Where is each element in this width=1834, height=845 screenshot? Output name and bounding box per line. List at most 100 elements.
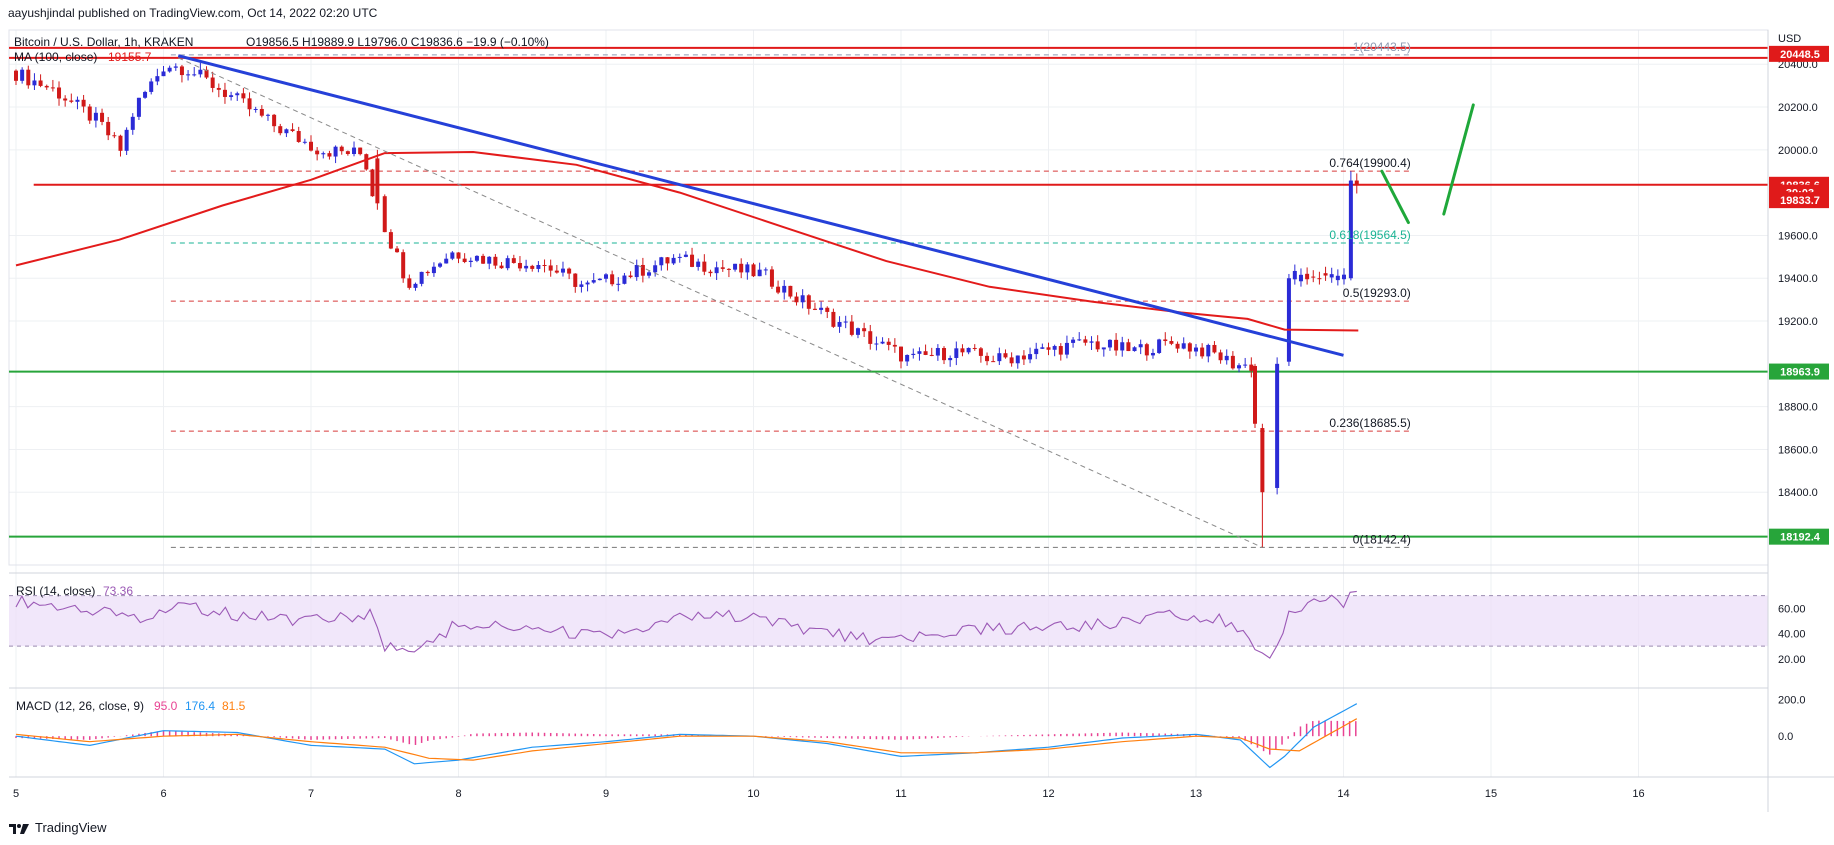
candle-body [81, 99, 86, 107]
candle-body [560, 268, 565, 273]
time-label: 5 [13, 788, 19, 800]
rsi-line [15, 590, 1357, 659]
candle-body [548, 265, 553, 271]
candle-body [991, 361, 996, 363]
candle-body [38, 80, 43, 86]
price-badge-label: 19833.7 [1780, 195, 1820, 207]
candle-body [1354, 180, 1359, 185]
candle-body [800, 295, 805, 303]
candle-body [493, 256, 498, 266]
candle-body [431, 266, 436, 274]
candle-body [229, 95, 234, 97]
price-tick-label: 18600.0 [1778, 444, 1818, 456]
fib-level-label: 0.236(18685.5) [1329, 416, 1410, 430]
candle-body [677, 256, 682, 258]
candle-body [1163, 339, 1168, 342]
candle-body [179, 66, 184, 76]
time-label: 14 [1337, 788, 1349, 800]
candle-body [622, 275, 627, 284]
candle-body [1083, 339, 1088, 343]
rsi-band-edges [9, 595, 1768, 647]
legend-ohlc: O19856.5 H19889.9 L19796.0 C19836.6 −19.… [246, 35, 549, 49]
candle-body [136, 97, 141, 117]
candle-body [831, 311, 836, 327]
projection-line [1380, 169, 1410, 225]
candle-body [874, 343, 879, 345]
candle-body [1230, 355, 1235, 369]
candle-body [1144, 344, 1149, 356]
time-label: 16 [1632, 788, 1644, 800]
candle-body [375, 158, 380, 204]
candle-body [708, 271, 713, 274]
candle-body [352, 147, 357, 155]
candle-body [505, 258, 510, 269]
candle-body [862, 328, 867, 332]
candle-body [911, 353, 916, 355]
candle-body [591, 280, 596, 283]
candle-body [69, 100, 74, 102]
candle-body [665, 257, 670, 264]
candle-body [87, 106, 92, 121]
candle-body [892, 344, 897, 347]
price-axis: USD 20400.0 20200.0 20000.0 19600.0 19400.0 1… [1767, 30, 1829, 812]
rsi-legend: RSI (14, close) 73.36 [16, 584, 133, 598]
candle-body [782, 285, 787, 293]
candle-body [1003, 353, 1008, 358]
grid-lines [9, 30, 1768, 777]
tradingview-brand: TradingView [35, 820, 107, 835]
candle-body [401, 252, 406, 279]
price-tick-label: 20400.0 [1778, 59, 1818, 71]
time-label: 15 [1485, 788, 1497, 800]
candle-body [315, 150, 320, 155]
candle-body [370, 169, 375, 197]
candle-body [1243, 364, 1248, 366]
candle-body [1218, 352, 1223, 361]
candle-body [702, 261, 707, 272]
candle-body [161, 71, 166, 77]
legend-symbol: Bitcoin / U.S. Dollar, 1h, KRAKEN [14, 35, 193, 49]
candle-body [843, 321, 848, 323]
candle-body [26, 69, 31, 86]
candle-body [118, 135, 123, 151]
candle-body [419, 271, 424, 284]
macd-histogram [15, 720, 1357, 755]
price-legend: Bitcoin / U.S. Dollar, 1h, KRAKEN O19856… [14, 35, 549, 64]
projection-line [1442, 103, 1475, 216]
candle-body [1206, 344, 1211, 357]
candle-body [966, 347, 971, 353]
candle-body [604, 274, 608, 279]
candle-body [198, 69, 203, 75]
candle-body [1046, 347, 1051, 350]
key-level-lines [9, 46, 1768, 538]
candle-body [1298, 274, 1303, 282]
candle-body [1089, 341, 1094, 343]
candle-body [450, 252, 455, 259]
candle-body [788, 285, 793, 297]
candle-body [757, 269, 762, 277]
candle-body [1126, 342, 1131, 352]
fib-level-label: 0.764(19900.4) [1329, 156, 1410, 170]
candle-body [155, 76, 160, 82]
candle-body [1150, 352, 1155, 356]
candle-body [812, 308, 817, 310]
candle-body [259, 108, 264, 116]
candle-body [333, 146, 338, 157]
rsi-tick-label: 20.00 [1778, 654, 1806, 666]
candle-body [1249, 364, 1254, 371]
rsi-tick-label: 60.00 [1778, 603, 1806, 615]
candle-body [382, 196, 387, 233]
candle-body [284, 129, 289, 134]
tradingview-footer[interactable]: TradingView [8, 820, 107, 835]
fib-level-label: 0.5(19293.0) [1343, 286, 1411, 300]
axis-currency: USD [1778, 33, 1801, 45]
candle-body [1058, 346, 1063, 355]
candle-body [253, 108, 258, 110]
time-label: 7 [308, 788, 314, 800]
candle-body [20, 69, 25, 81]
candle-body [1181, 343, 1186, 349]
candle-body [444, 258, 449, 264]
macd-ticks: 200.0 0.0 [1778, 694, 1806, 743]
macd-legend-macd: 95.0 [154, 699, 178, 713]
candle-body [204, 69, 209, 78]
